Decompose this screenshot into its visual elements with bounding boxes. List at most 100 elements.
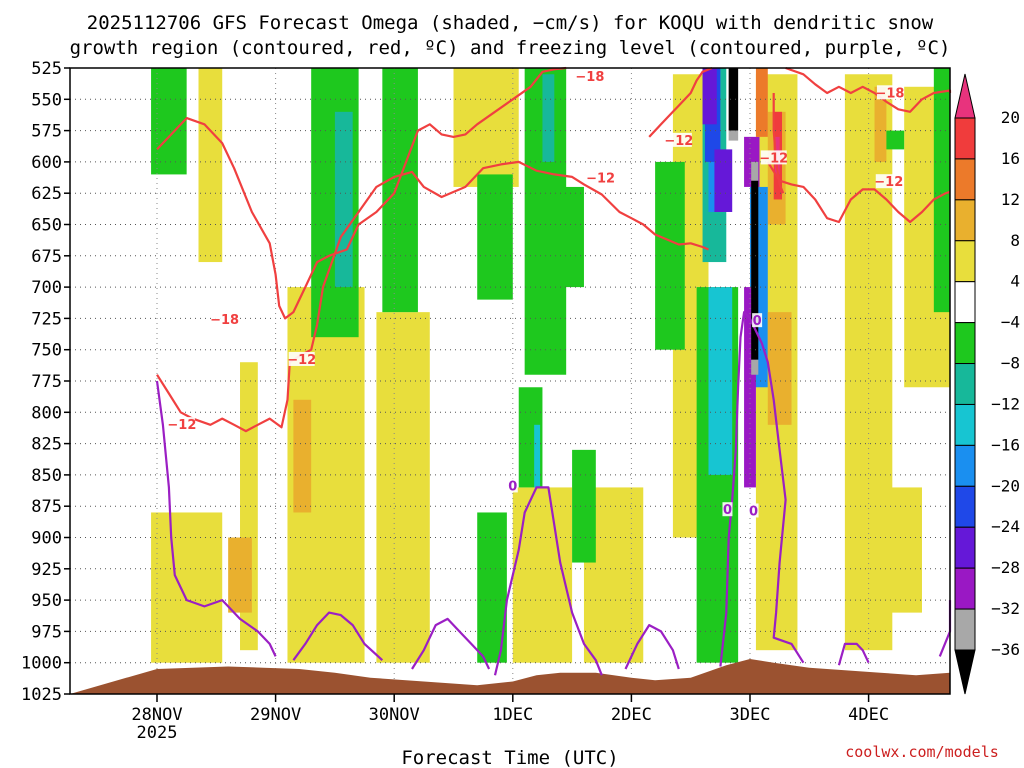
dgz-contour-label: −12 — [167, 418, 196, 433]
freezing-contour-line — [155, 380, 277, 657]
colorbar-label: 12 — [1001, 190, 1020, 209]
chart-title-line2: growth region (contoured, red, ºC) and f… — [70, 37, 951, 59]
omega-patch — [886, 130, 905, 150]
omega-patch — [542, 74, 555, 162]
y-tick-label: 550 — [31, 90, 62, 110]
dgz-contour-line — [648, 66, 713, 138]
y-tick-label: 825 — [31, 435, 62, 455]
colorbar-label: −12 — [991, 394, 1020, 413]
omega-patch — [293, 399, 312, 513]
freezing-contour-line — [719, 311, 805, 667]
dgz-contour-line — [785, 66, 952, 113]
omega-patch — [728, 68, 739, 131]
dgz-contour-label: −12 — [586, 171, 615, 186]
x-tick-label: 3DEC — [730, 705, 771, 725]
freezing-contour-label-bg — [507, 478, 518, 493]
omega-patch — [534, 424, 541, 488]
credit-text[interactable]: coolwx.com/models — [845, 743, 999, 761]
y-tick-label: 775 — [31, 372, 62, 392]
y-tick-label: 600 — [31, 153, 62, 173]
omega-patch — [228, 537, 252, 613]
colorbar-segment — [954, 403, 976, 446]
omega-patch — [477, 174, 513, 300]
colorbar-segment — [954, 158, 976, 201]
omega-patch — [334, 111, 353, 288]
freezing-contour-label: 0 — [723, 503, 732, 518]
freezing-contour-label-bg — [722, 502, 733, 517]
y-tick-label: 625 — [31, 184, 62, 204]
omega-patch — [874, 86, 887, 162]
colorbar: 20 16 12 8 4 −4 −8 −12 −16 −20 −24 −28 −32 −36 — [954, 73, 1020, 695]
omega-patch — [933, 68, 950, 313]
freezing-contour-line — [411, 617, 491, 670]
dgz-contour-label: −18 — [875, 86, 904, 101]
y-tick-label: 950 — [31, 591, 62, 611]
colorbar-segment — [954, 322, 976, 365]
freezing-contour-line — [837, 642, 870, 666]
colorbar-segment — [954, 526, 976, 569]
colorbar-segment — [954, 117, 976, 160]
colorbar-label: −8 — [1001, 354, 1020, 373]
omega-patch — [382, 68, 418, 313]
colorbar-cap-bottom — [954, 649, 976, 695]
omega-patch — [560, 186, 584, 288]
colorbar-segment — [954, 485, 976, 528]
terrain — [70, 658, 950, 694]
dgz-contour-label: −12 — [287, 353, 316, 368]
colorbar-segment — [954, 199, 976, 242]
colorbar-label: −28 — [991, 558, 1020, 577]
y-tick-label: 675 — [31, 247, 62, 267]
colorbar-segment — [954, 281, 976, 324]
colorbar-segment — [954, 444, 976, 487]
y-tick-label: 650 — [31, 216, 62, 236]
colorbar-label: 20 — [1001, 108, 1020, 127]
dgz-contour-label: −12 — [874, 175, 903, 190]
colorbar-segment — [954, 608, 976, 651]
colorbar-label: −36 — [991, 640, 1020, 659]
omega-patch — [751, 180, 759, 360]
omega-patch — [751, 359, 759, 375]
freezing-contour-label: 0 — [753, 314, 762, 329]
gridlines — [70, 68, 950, 694]
y-tick-label: 875 — [31, 497, 62, 517]
freezing-contour-line — [493, 486, 603, 676]
colorbar-label: 8 — [1010, 231, 1020, 250]
omega-patch — [728, 130, 739, 141]
freezing-contour-label-bg — [752, 313, 763, 328]
y-tick-label: 750 — [31, 341, 62, 361]
colorbar-label: 4 — [1010, 272, 1020, 291]
omega-patch — [880, 487, 922, 613]
freezing-contour-label-bg — [748, 503, 759, 518]
x-tick-label: 29NOV — [250, 705, 301, 725]
dgz-contour-label-bg — [587, 170, 614, 185]
freezing-contour-line — [292, 611, 384, 662]
dgz-contour-label: −12 — [759, 151, 788, 166]
y-tick-label: 1025 — [21, 685, 62, 705]
dgz-contour-label: −18 — [210, 313, 239, 328]
colorbar-segment — [954, 363, 976, 405]
omega-patch — [151, 68, 187, 175]
colorbar-segment — [954, 567, 976, 610]
x-tick-label: 30NOV — [369, 705, 420, 725]
colorbar-label: −24 — [991, 517, 1020, 536]
x-axis-title: Forecast Time (UTC) — [401, 747, 618, 768]
y-tick-label: 525 — [31, 59, 62, 79]
colorbar-segment — [954, 240, 976, 283]
dgz-contour-label-bg — [875, 174, 902, 189]
plot-area: −18 −12 −12 −18 −12 −12 −12 −18 −12 0 0 0 0 — [69, 66, 952, 695]
omega-patch — [376, 312, 430, 663]
omega-patch — [572, 449, 596, 563]
y-tick-label: 925 — [31, 560, 62, 580]
dgz-contour-line — [156, 160, 709, 433]
colorbar-label: −4 — [1001, 313, 1020, 332]
y-tick-label: 1000 — [21, 654, 62, 674]
y-tick-label: 900 — [31, 529, 62, 549]
dgz-contour-label: −18 — [575, 70, 604, 85]
x-tick-label: 1DEC — [492, 705, 533, 725]
contour-labels: −18 −12 −12 −18 −12 −12 −12 −18 −12 0 0 0 0 — [167, 69, 904, 519]
dgz-contour-label-bg — [211, 311, 238, 326]
y-axis: 525 550 575 600 625 650 675 700 725 750 775 800 825 8… — [21, 59, 70, 705]
dgz-contour-label-bg — [168, 417, 195, 432]
dgz-contour-label-bg — [876, 85, 903, 100]
